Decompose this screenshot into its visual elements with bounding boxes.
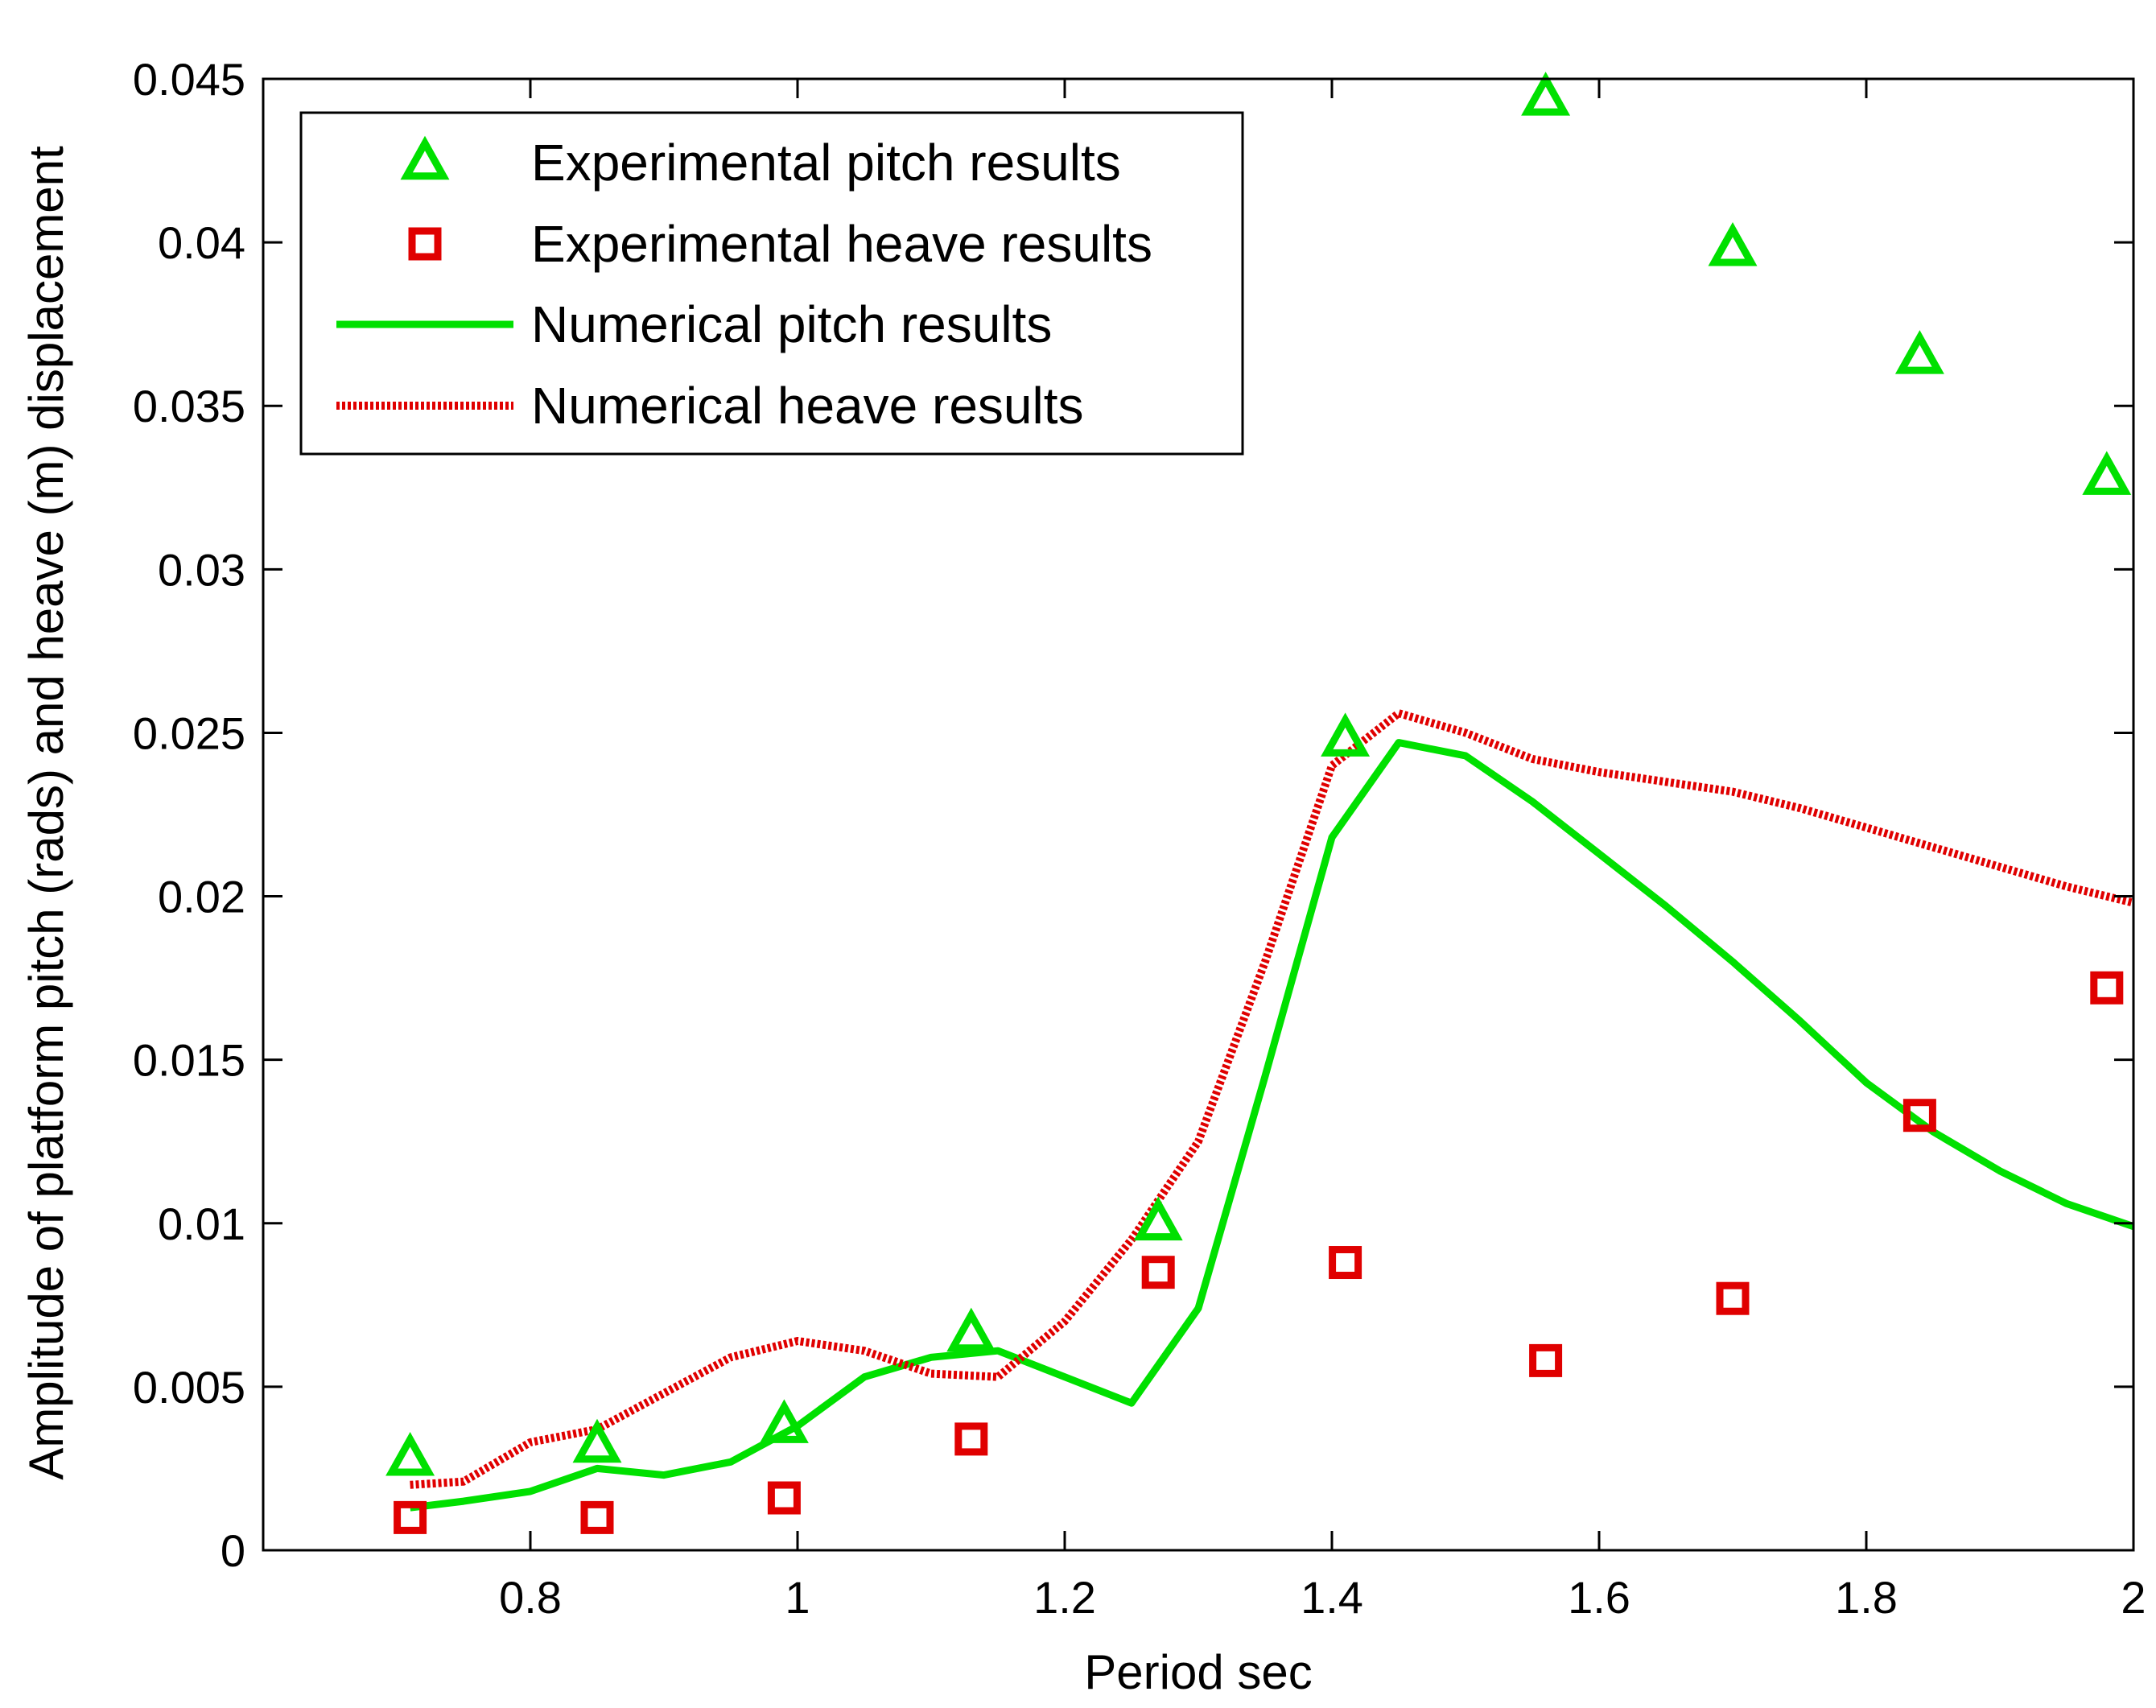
x-axis-title: Period sec [1084,1645,1312,1699]
legend-swatch-experimental-pitch-results [400,135,450,180]
experimental-pitch-results-point [2082,451,2132,495]
legend-label-experimental-heave-results: Experimental heave results [531,215,1152,273]
experimental-pitch-results-point [1708,222,1758,266]
x-tick-label: 1.2 [1033,1572,1096,1623]
markers-layer [385,72,2132,1534]
experimental-pitch-results-point [572,1418,622,1463]
y-axis-title: Amplitude of platform pitch (rads) and h… [19,146,73,1480]
experimental-heave-results-point [580,1500,614,1534]
experimental-heave-results-point [1902,1099,1936,1132]
legend-label-numerical-pitch-results: Numerical pitch results [531,295,1052,353]
experimental-pitch-results-point [385,1432,435,1476]
x-tick-label: 1 [785,1572,810,1623]
experimental-heave-results-point [1716,1281,1750,1315]
y-tick-label: 0.04 [158,217,245,268]
x-axis: 0.8 1 1.2 1.4 1.6 1.8 2 [499,79,2146,1623]
numerical-heave-results-line [410,709,2135,1489]
legend-items: Experimental pitch results Experimental h… [336,134,1152,435]
x-tick-label: 1.6 [1568,1572,1630,1623]
experimental-heave-results-point [767,1481,801,1515]
y-tick-label: 0.045 [133,54,245,105]
x-tick-label: 0.8 [499,1572,562,1623]
experimental-heave-results-point [1529,1343,1563,1377]
experimental-pitch-results-point [946,1307,996,1352]
x-tick-label: 2 [2121,1572,2146,1623]
experimental-pitch-results-point [1321,712,1371,757]
numerical-pitch-results-line [410,739,2135,1512]
experimental-heave-results-point [954,1422,988,1456]
y-tick-label: 0.03 [158,544,245,595]
y-tick-label: 0.035 [133,381,245,431]
y-tick-label: 0.02 [158,872,245,922]
experimental-pitch-results-point [1894,330,1944,374]
experimental-heave-results-point [2090,971,2124,1005]
series-layer [410,709,2135,1512]
experimental-heave-results-point [1329,1246,1362,1280]
legend-label-experimental-pitch-results: Experimental pitch results [531,134,1121,192]
legend-box [299,111,1244,456]
x-tick-label: 1.8 [1835,1572,1898,1623]
plot-frame [262,77,2135,1552]
legend-swatch-experimental-heave-results [408,227,442,261]
y-tick-label: 0.015 [133,1035,245,1086]
legend: Experimental pitch results Experimental h… [299,111,1244,456]
experimental-heave-results-point [394,1500,427,1534]
experimental-heave-results-point [1141,1256,1175,1289]
y-tick-label: 0.01 [158,1198,245,1249]
experimental-pitch-results-point [1133,1196,1183,1241]
x-tick-label: 1.4 [1301,1572,1363,1623]
experimental-pitch-results-point [759,1399,809,1443]
y-tick-label: 0.005 [133,1362,245,1413]
legend-label-numerical-heave-results: Numerical heave results [531,377,1084,435]
y-tick-label: 0 [221,1525,245,1576]
y-tick-label: 0.025 [133,708,245,758]
y-axis: 0 0.005 0.01 0.015 0.02 0.025 0.03 0.035 0.04 0.0… [133,54,2133,1576]
experimental-pitch-results-point [1521,72,1571,116]
